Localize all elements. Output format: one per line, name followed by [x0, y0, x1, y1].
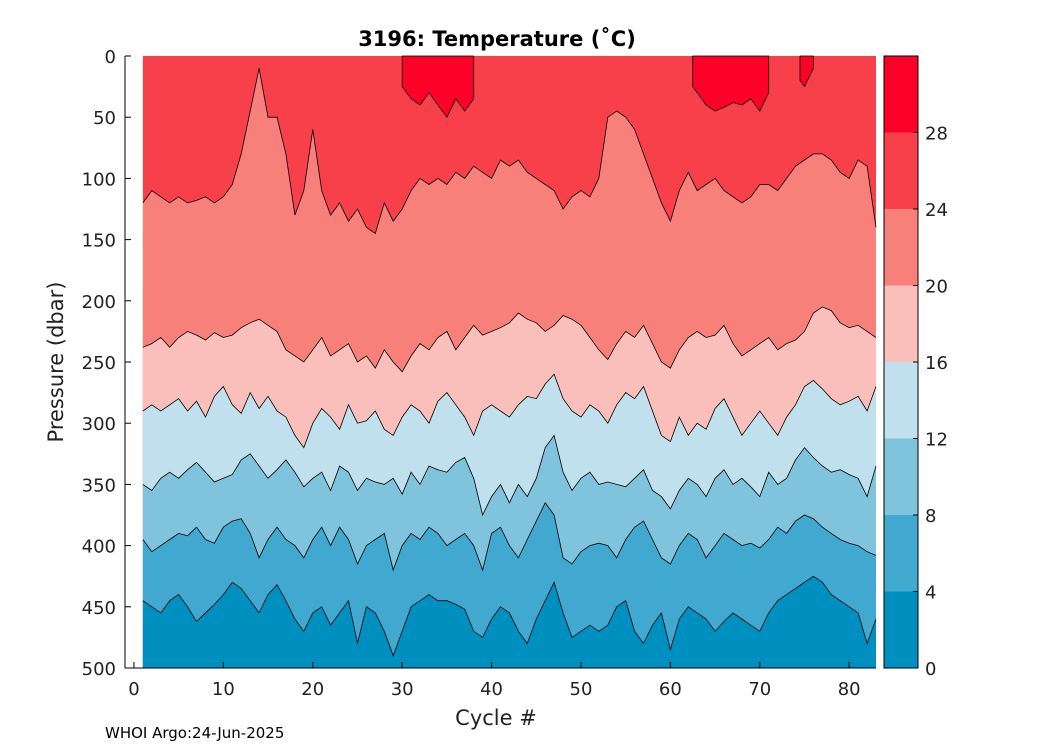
- colorbar-tick-label: 4: [925, 583, 936, 604]
- colorbar-swatch-20-24: [884, 209, 918, 286]
- y-tick-label: 200: [82, 292, 116, 313]
- colorbar-tick-label: 8: [925, 506, 936, 527]
- y-tick-label: 350: [82, 475, 116, 496]
- band-28-32-patch-1: [401, 55, 475, 118]
- contour-line-4: [142, 575, 877, 657]
- contour-line-8: [142, 502, 877, 572]
- colorbar-tick-label: 28: [925, 124, 948, 145]
- y-axis-label: Pressure (dbar): [44, 282, 68, 443]
- colorbar-tick-label: 20: [925, 277, 948, 298]
- y-tick-label: 50: [93, 108, 116, 129]
- chart-title: 3196: Temperature (˚C): [358, 27, 636, 51]
- contour-plot-area: [142, 55, 877, 668]
- contour-line-20: [142, 306, 877, 373]
- plot-axes: 0 10 20 30 40 50 60 70 80 0 50 100 150 200 250 300 350 40…: [82, 47, 876, 700]
- x-tick-label: 60: [659, 679, 682, 700]
- contour-line-24: [142, 68, 877, 235]
- x-tick-label: 50: [570, 679, 593, 700]
- colorbar-swatch-12-16: [884, 362, 918, 439]
- colorbar-swatch-28-32: [884, 56, 918, 133]
- band-28-32-patch-2: [692, 55, 770, 112]
- colorbar-tick-label: 12: [925, 430, 948, 451]
- y-tick-label: 150: [82, 231, 116, 252]
- y-tick-label: 300: [82, 414, 116, 435]
- y-tick-label: 450: [82, 598, 116, 619]
- y-tick-label: 100: [82, 169, 116, 190]
- y-tick-label: 250: [82, 353, 116, 374]
- y-tick-label: 500: [82, 659, 116, 680]
- colorbar-swatch-24-28: [884, 132, 918, 209]
- x-tick-label: 20: [301, 679, 324, 700]
- band-0-4: [142, 576, 876, 668]
- colorbar: 0 4 8 12 16 20 24 28: [883, 55, 948, 680]
- x-tick-label: 80: [838, 679, 861, 700]
- contour-line-12: [142, 434, 877, 517]
- colorbar-tick-label: 24: [925, 200, 948, 221]
- colorbar-swatch-8-12: [884, 438, 918, 515]
- x-axis-label: Cycle #: [455, 706, 537, 730]
- x-tick-label: 30: [391, 679, 414, 700]
- band-28-32-patch-3: [799, 55, 814, 88]
- colorbar-swatch-0-4: [884, 591, 918, 668]
- colorbar-tick-label: 16: [925, 353, 948, 374]
- colorbar-swatch-4-8: [884, 515, 918, 592]
- footer-credit: WHOI Argo:24-Jun-2025: [105, 724, 285, 742]
- x-tick-label: 70: [748, 679, 771, 700]
- x-tick-label: 10: [212, 679, 235, 700]
- x-tick-label: 0: [128, 679, 139, 700]
- contour-line-16: [142, 373, 877, 449]
- x-tick-label: 40: [480, 679, 503, 700]
- y-tick-label: 0: [105, 47, 116, 68]
- colorbar-swatch-16-20: [884, 285, 918, 362]
- y-tick-label: 400: [82, 537, 116, 558]
- colorbar-tick-label: 0: [925, 659, 936, 680]
